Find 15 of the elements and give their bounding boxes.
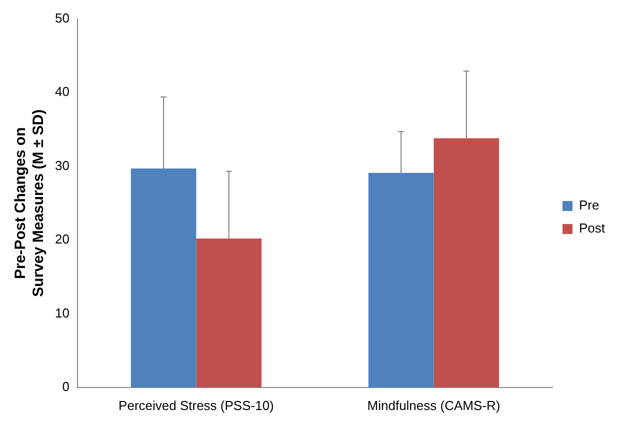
y-tick-label: 40 (54, 84, 70, 100)
y-tick-label: 50 (54, 10, 70, 26)
y-tick-label: 30 (54, 158, 70, 173)
y-tick-label: 0 (62, 378, 70, 394)
bar (434, 138, 500, 388)
bar (196, 238, 262, 388)
bar (368, 172, 434, 388)
y-tick-label: 20 (54, 232, 70, 247)
bar (130, 168, 196, 388)
legend-label: Post (578, 220, 606, 236)
y-axis-title: Pre-Post Changes on Survey Measures (M ± SD) (12, 109, 48, 297)
y-tick-label: 10 (54, 305, 70, 320)
legend-label: Pre (578, 198, 600, 213)
x-tick-label: Mindfulness (CAMS-R) (367, 398, 500, 413)
x-tick-label: Perceived Stress (PSS-10) (118, 398, 274, 413)
